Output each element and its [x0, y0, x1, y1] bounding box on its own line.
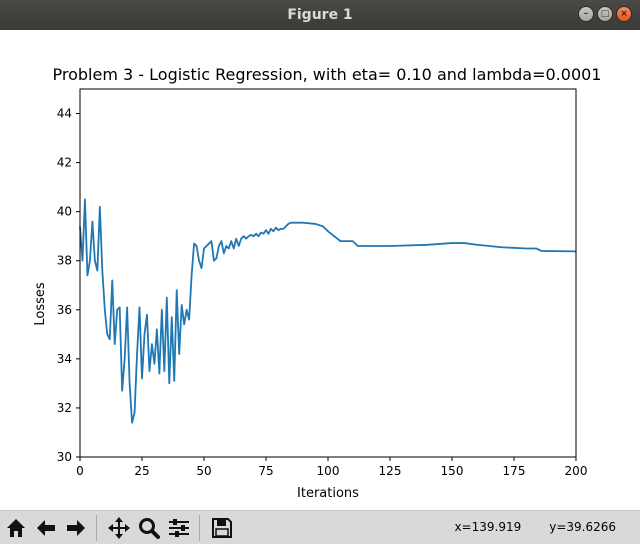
maximize-icon: □ [600, 9, 610, 19]
magnifier-icon [139, 517, 160, 539]
toolbar-separator [96, 514, 97, 541]
window-titlebar[interactable]: Figure 1 – □ × [0, 0, 640, 30]
close-button[interactable]: × [616, 6, 632, 22]
arrow-left-icon [37, 519, 55, 536]
maximize-button[interactable]: □ [597, 6, 613, 22]
y-coordinate-readout: y=39.6266 [549, 520, 616, 534]
cursor-coordinates: x=139.919 y=39.6266 [454, 520, 616, 534]
minimize-icon: – [583, 9, 589, 19]
y-tick-label: 38 [57, 254, 72, 268]
arrow-right-icon [67, 519, 85, 536]
x-tick-label: 50 [196, 464, 211, 478]
plot-frame [79, 88, 577, 458]
window-controls: – □ × [578, 6, 632, 22]
sliders-icon [169, 518, 189, 537]
home-icon [7, 518, 25, 537]
x-tick-label: 125 [379, 464, 402, 478]
forward-button[interactable] [62, 514, 90, 542]
configure-subplots-button[interactable] [165, 514, 193, 542]
x-coordinate-readout: x=139.919 [454, 520, 522, 534]
figure-canvas[interactable]: Problem 3 - Logistic Regression, with et… [0, 30, 640, 510]
x-tick-label: 200 [565, 464, 588, 478]
loss-series-line [79, 198, 577, 424]
y-axis-label: Losses [33, 282, 48, 326]
y-tick-label: 34 [57, 352, 72, 366]
y-tick-label: 30 [57, 450, 72, 464]
y-tick-label: 32 [57, 401, 72, 415]
back-button[interactable] [32, 514, 60, 542]
x-tick-label: 75 [258, 464, 273, 478]
y-tick-label: 36 [57, 303, 72, 317]
x-tick-label: 0 [76, 464, 84, 478]
zoom-button[interactable] [135, 514, 163, 542]
y-tick-label: 40 [57, 205, 72, 219]
navigation-toolbar: x=139.919 y=39.6266 [0, 510, 640, 544]
chart-title: Problem 3 - Logistic Regression, with et… [53, 65, 602, 84]
y-tick-label: 44 [57, 107, 72, 121]
line-chart: Problem 3 - Logistic Regression, with et… [33, 65, 602, 501]
move-icon [108, 516, 130, 539]
y-tick-label: 42 [57, 156, 72, 170]
x-tick-label: 100 [317, 464, 340, 478]
x-tick-label: 175 [503, 464, 526, 478]
pan-button[interactable] [105, 514, 133, 542]
floppy-disk-icon [212, 517, 232, 538]
home-button[interactable] [2, 514, 30, 542]
save-button[interactable] [208, 514, 236, 542]
x-tick-label: 150 [441, 464, 464, 478]
minimize-button[interactable]: – [578, 6, 594, 22]
x-tick-label: 25 [134, 464, 149, 478]
close-icon: × [620, 9, 628, 19]
window-title: Figure 1 [287, 7, 353, 23]
axis-ticks: 0 25 50 75 100 125 150 175 200 30 32 34 36 38 40 42 44 [57, 107, 588, 478]
x-axis-label: Iterations [297, 486, 359, 501]
toolbar-separator [199, 514, 200, 541]
